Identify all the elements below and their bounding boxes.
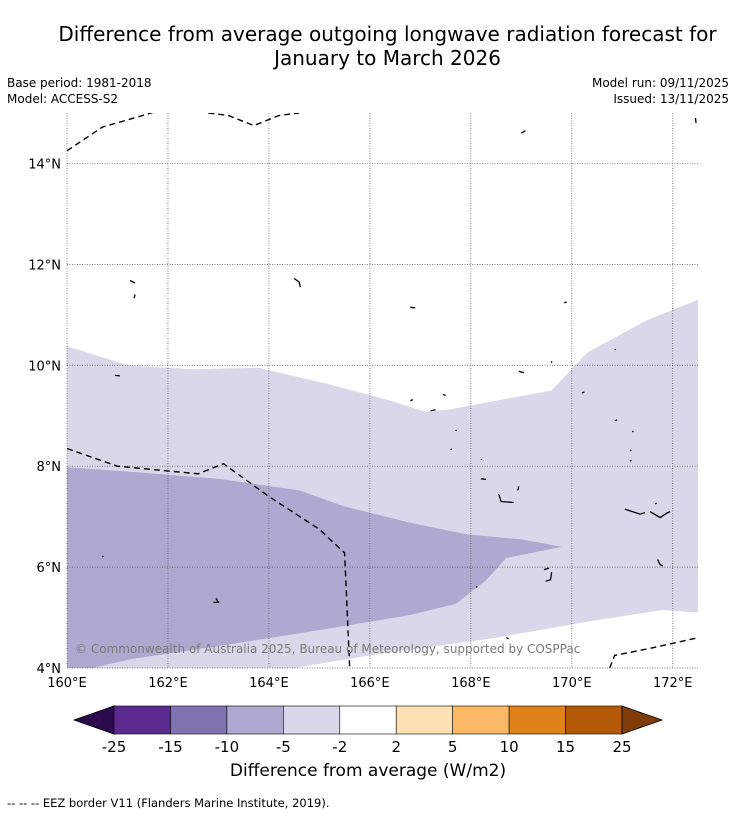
colorbar: -25 -15 -10 -5 -2 2 5 10 15 25: [72, 705, 664, 756]
axis-ticks-layer: 160°E 162°E 164°E 166°E 168°E 170°E 172°E 4°N 6°…: [28, 157, 692, 691]
chart-title-line-2: January to March 2026: [274, 46, 501, 70]
island-outline: [410, 398, 414, 402]
island-outline: [505, 637, 509, 640]
island-outline: [293, 277, 301, 288]
island-outline: [480, 458, 483, 461]
colorbar-tick-label: 2: [391, 738, 401, 756]
eez-border-line: [609, 637, 698, 668]
colorbar-tick-label: -25: [102, 738, 127, 756]
x-tick-label: 162°E: [148, 676, 188, 691]
x-tick-label: 164°E: [249, 676, 289, 691]
y-tick-label: 14°N: [28, 157, 61, 172]
eez-border-layer: [67, 113, 698, 668]
x-tick-label: 166°E: [350, 676, 390, 691]
colorbar-title: Difference from average (W/m2): [229, 761, 507, 781]
island-outline: [564, 301, 567, 304]
chart-title: Difference from average outgoing longwav…: [0, 22, 736, 70]
island-outline: [518, 370, 524, 374]
island-outline: [442, 393, 446, 397]
colorbar-tick-label: -5: [276, 738, 291, 756]
y-tick-label: 12°N: [28, 258, 61, 273]
colorbar-swatch: [170, 705, 228, 735]
island-outline: [545, 572, 553, 582]
x-tick-label: 168°E: [451, 676, 491, 691]
island-outline: [480, 478, 487, 480]
colorbar-swatch: [508, 705, 566, 735]
island-outline: [624, 508, 646, 515]
island-outline: [430, 409, 436, 412]
colorbar-extend-high: [621, 705, 664, 735]
island-outline: [450, 448, 452, 451]
island-outline: [213, 598, 220, 604]
colorbar-tick-label: 25: [612, 738, 631, 756]
anomaly-regions-layer: [67, 299, 698, 668]
island-outline: [133, 294, 136, 299]
island-outline: [629, 459, 632, 462]
anomaly-region-2: [67, 467, 562, 668]
colorbar-tick-label: -10: [215, 738, 240, 756]
colorbar-tick-label: -2: [332, 738, 347, 756]
copyright-notice: © Commonwealth of Australia 2025, Bureau…: [75, 642, 580, 656]
island-outline: [410, 306, 416, 309]
model-run-date: Model run: 09/11/2025: [591, 76, 729, 90]
eez-border-line: [208, 113, 300, 127]
island-outline: [581, 391, 585, 394]
island-outline: [520, 130, 526, 134]
island-outline: [694, 117, 697, 124]
x-tick-label: 172°E: [653, 676, 693, 691]
base-period: Base period: 1981-2018: [7, 76, 152, 90]
y-tick-label: 6°N: [37, 561, 62, 576]
island-outline: [654, 502, 657, 505]
island-outline: [114, 374, 121, 377]
island-outline: [101, 555, 104, 558]
colorbar-extend-low: [72, 705, 115, 735]
meta-left: Base period: 1981-2018 Model: ACCESS-S2: [7, 75, 152, 107]
island-outline: [657, 559, 664, 567]
island-outline: [517, 486, 520, 491]
meta-right: Model run: 09/11/2025 Issued: 13/11/2025: [592, 75, 729, 107]
colorbar-tick-label: -15: [158, 738, 183, 756]
island-outline: [455, 429, 458, 432]
x-tick-label: 160°E: [47, 676, 87, 691]
x-tick-label: 170°E: [552, 676, 592, 691]
y-tick-label: 10°N: [28, 359, 61, 374]
island-outline: [475, 585, 478, 588]
island-outline: [629, 449, 632, 452]
colorbar-swatch: [452, 705, 510, 735]
eez-border-line: [67, 113, 154, 152]
island-outline: [497, 493, 514, 504]
colorbar-swatch: [113, 705, 171, 735]
colorbar-swatch: [339, 705, 397, 735]
issued-date: Issued: 13/11/2025: [613, 92, 729, 106]
colorbar-tick-label: 15: [556, 738, 575, 756]
model-name: Model: ACCESS-S2: [7, 92, 119, 106]
island-outline: [649, 510, 671, 519]
colorbar-swatch: [226, 705, 284, 735]
y-tick-label: 8°N: [37, 460, 62, 475]
island-outline: [614, 419, 618, 422]
island-outline: [614, 348, 617, 351]
colorbar-tick-label: 10: [500, 738, 519, 756]
gridlines-layer: [66, 113, 698, 669]
colorbar-tick-label: 5: [448, 738, 458, 756]
island-outline: [631, 430, 634, 433]
colorbar-swatch: [565, 705, 623, 735]
island-outline: [129, 279, 136, 284]
islands-layer: [101, 117, 697, 640]
eez-footnote: -- -- -- EEZ border V11 (Flanders Marine…: [7, 796, 330, 810]
chart-title-line-1: Difference from average outgoing longwav…: [58, 22, 717, 46]
colorbar-swatch: [395, 705, 453, 735]
colorbar-swatch: [283, 705, 341, 735]
y-tick-label: 4°N: [37, 662, 62, 677]
island-outline: [543, 567, 550, 571]
